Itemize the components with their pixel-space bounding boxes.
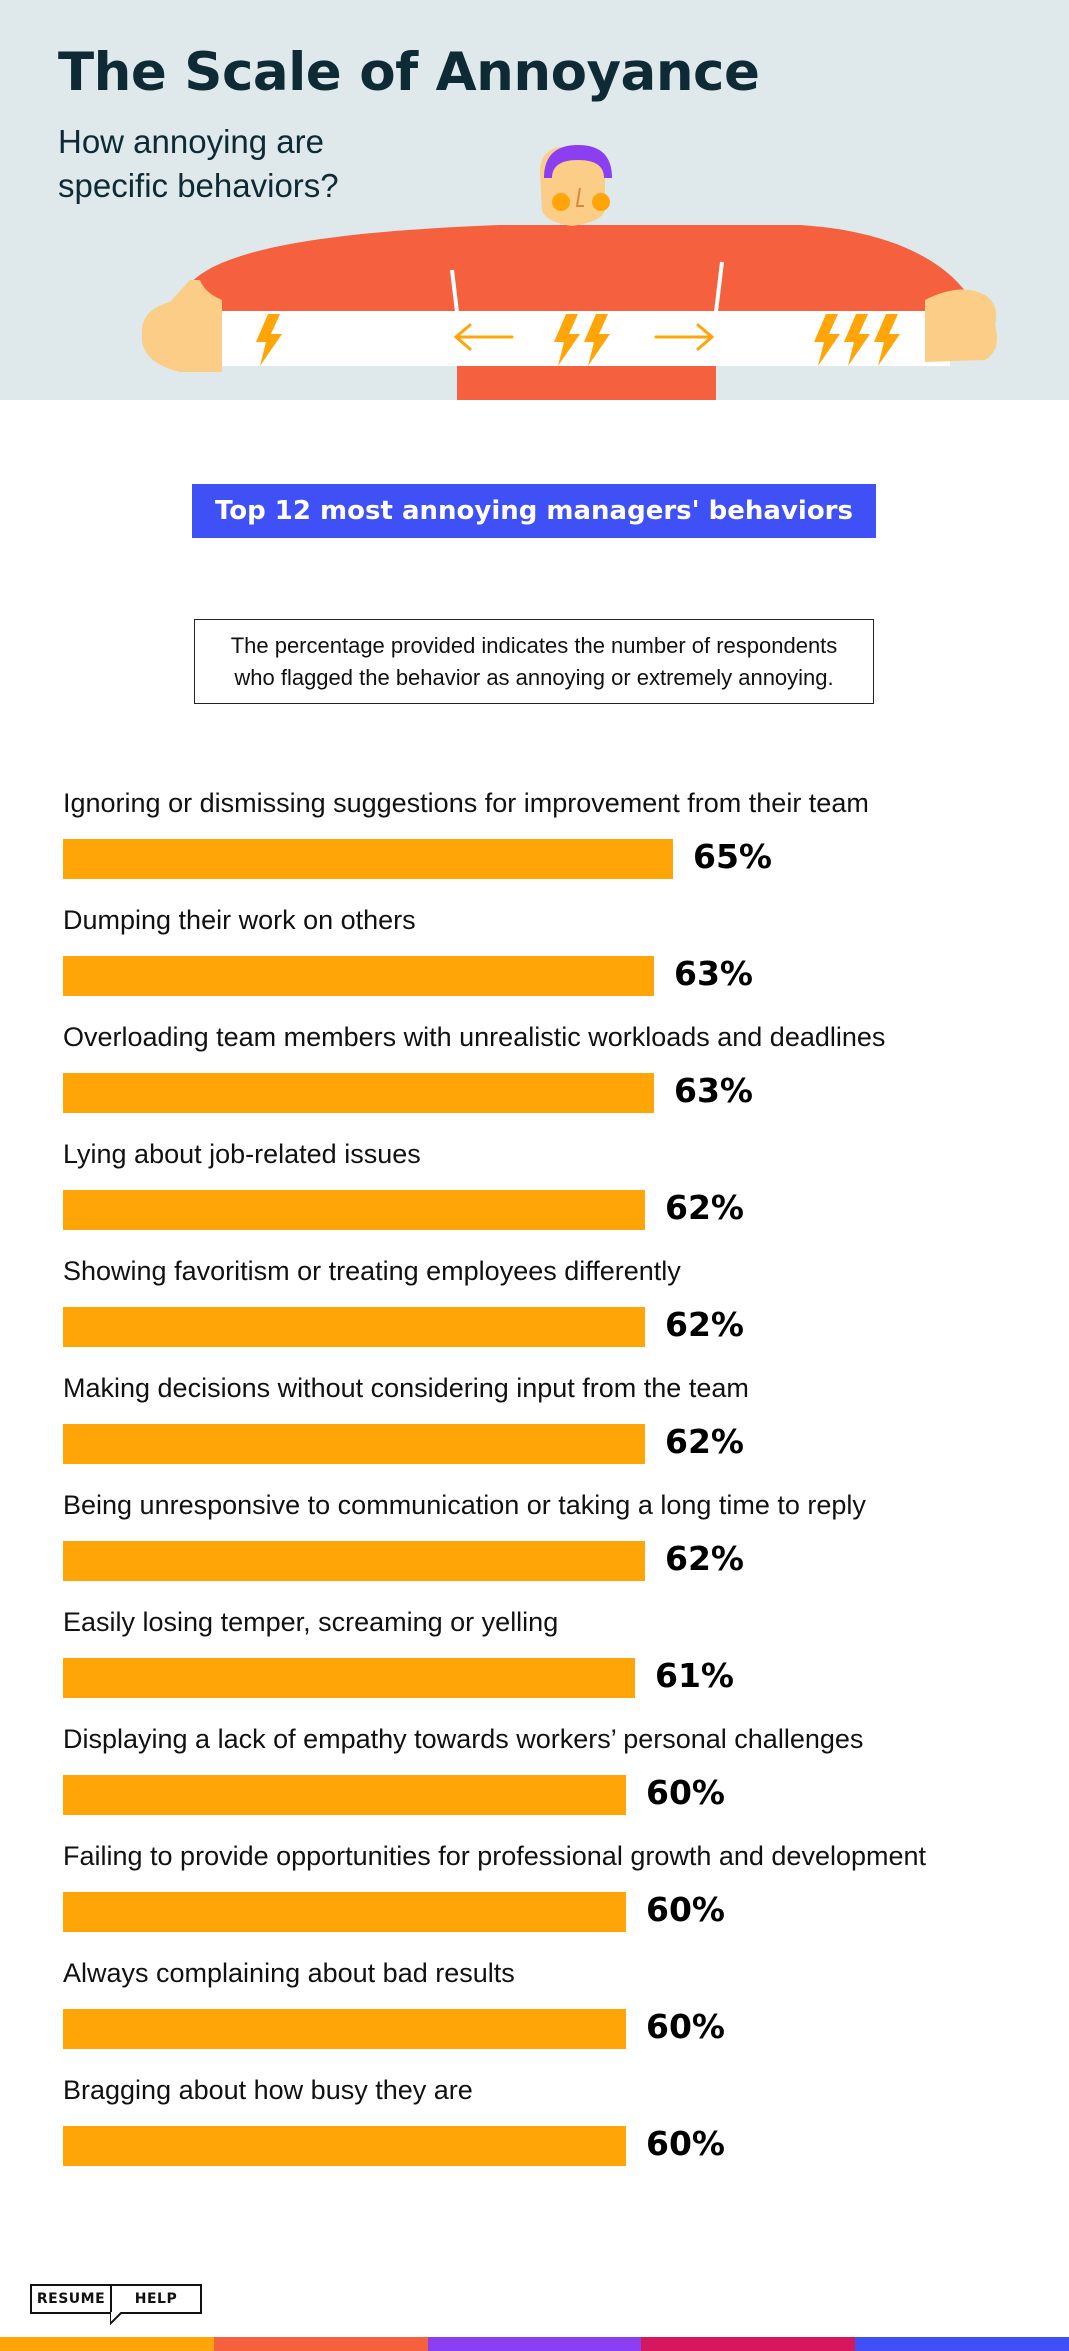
footer-stripe — [213, 2337, 428, 2351]
category-label: Overloading team members with unrealisti… — [63, 1022, 886, 1052]
lightning-icon — [256, 314, 900, 366]
right-hand — [925, 289, 998, 362]
value-label: 60% — [646, 1773, 725, 1812]
category-label: Always complaining about bad results — [63, 1958, 515, 1988]
value-label: 62% — [665, 1305, 744, 1344]
value-label: 60% — [646, 2007, 725, 2046]
category-label: Displaying a lack of empathy towards wor… — [63, 1724, 864, 1754]
hero-illustration — [141, 145, 998, 400]
footer-stripe — [641, 2337, 856, 2351]
footer-stripe — [427, 2337, 642, 2351]
value-label: 63% — [674, 1071, 753, 1110]
hero-header: The Scale of Annoyance How annoying are … — [0, 0, 1069, 400]
arrow-right-icon — [654, 323, 715, 351]
category-label: Being unresponsive to communication or t… — [63, 1490, 866, 1520]
logo-help-text: HELP — [110, 2284, 202, 2314]
value-label: 62% — [665, 1539, 744, 1578]
page-title: The Scale of Annoyance — [58, 42, 760, 103]
arrow-left-icon — [453, 323, 514, 351]
value-label: 62% — [665, 1422, 744, 1461]
logo-resume-text: RESUME — [30, 2284, 112, 2314]
bar — [63, 1424, 645, 1464]
bar — [63, 1190, 645, 1230]
hair-shape — [544, 145, 612, 178]
category-label: Making decisions without considering inp… — [63, 1373, 749, 1403]
chart-row: Showing favoritism or treating employees… — [63, 1238, 1063, 1355]
bar — [63, 1307, 645, 1347]
chart-row: Dumping their work on others 63% — [63, 887, 1063, 1004]
value-label: 60% — [646, 1890, 725, 1929]
page-subtitle: How annoying are specific behaviors? — [58, 123, 339, 204]
chart-row: Making decisions without considering inp… — [63, 1355, 1063, 1472]
bar — [63, 2126, 626, 2166]
bar — [63, 956, 654, 996]
chart-row: Being unresponsive to communication or t… — [63, 1472, 1063, 1589]
value-label: 63% — [674, 954, 753, 993]
bar — [63, 1073, 654, 1113]
value-label: 61% — [655, 1656, 734, 1695]
category-label: Dumping their work on others — [63, 905, 416, 935]
footer-stripes — [0, 2337, 1069, 2351]
category-label: Failing to provide opportunities for pro… — [63, 1841, 927, 1871]
bar — [63, 2009, 626, 2049]
logo-speech-tail — [110, 2312, 123, 2326]
category-label: Lying about job-related issues — [63, 1139, 421, 1169]
chart-row: Lying about job-related issues 62% — [63, 1121, 1063, 1238]
left-hand — [141, 280, 222, 372]
chart-row: Failing to provide opportunities for pro… — [63, 1823, 1063, 1940]
chart-row: Ignoring or dismissing suggestions for i… — [63, 770, 1063, 887]
chart-title-banner: Top 12 most annoying managers' behaviors — [192, 484, 876, 538]
bar-chart: Ignoring or dismissing suggestions for i… — [0, 770, 1069, 2190]
category-label: Ignoring or dismissing suggestions for i… — [63, 788, 869, 818]
value-label: 62% — [665, 1188, 744, 1227]
chart-row: Overloading team members with unrealisti… — [63, 1004, 1063, 1121]
category-label: Easily losing temper, screaming or yelli… — [63, 1607, 559, 1637]
chart-row: Bragging about how busy they are 60% — [63, 2057, 1063, 2174]
bar — [63, 1658, 635, 1698]
bar — [63, 839, 673, 879]
chart-row: Displaying a lack of empathy towards wor… — [63, 1706, 1063, 1823]
bar — [63, 1541, 645, 1581]
chart-row: Always complaining about bad results 60% — [63, 1940, 1063, 2057]
chart-row: Easily losing temper, screaming or yelli… — [63, 1589, 1063, 1706]
category-label: Bragging about how busy they are — [63, 2075, 473, 2105]
value-label: 65% — [693, 837, 772, 876]
value-label: 60% — [646, 2124, 725, 2163]
category-label: Showing favoritism or treating employees… — [63, 1256, 681, 1286]
bar — [63, 1775, 626, 1815]
bar — [63, 1892, 626, 1932]
footer-stripe — [855, 2337, 1069, 2351]
methodology-note: The percentage provided indicates the nu… — [194, 619, 874, 704]
footer-stripe — [0, 2337, 214, 2351]
